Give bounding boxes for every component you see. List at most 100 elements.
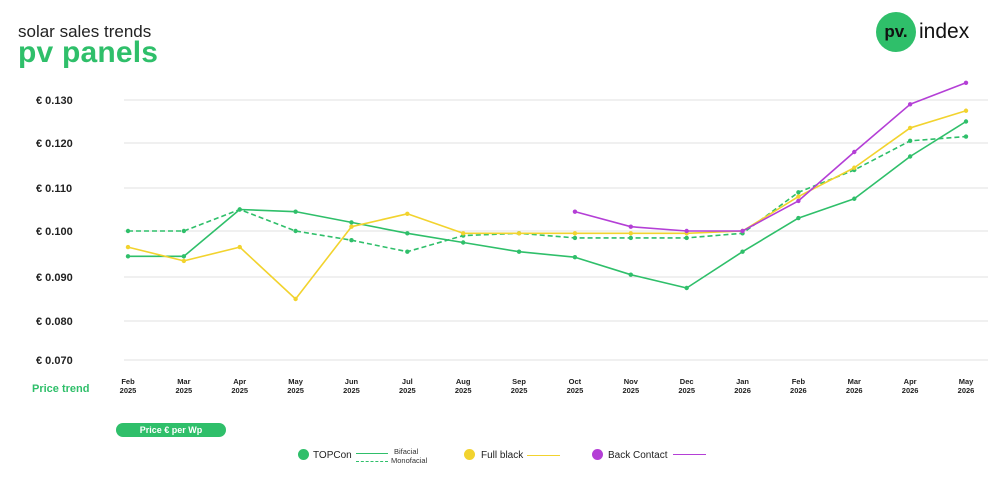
data-point-monofacial xyxy=(628,235,633,241)
legend-full-black-line xyxy=(527,455,560,456)
x-tick-year: 2025 xyxy=(511,386,528,395)
y-axis-labels: € 0.130 € 0.120 € 0.110 € 0.100 € 0.090 € 0.0… xyxy=(36,95,73,367)
x-tick-month: May xyxy=(959,377,974,386)
legend-back-contact-dot xyxy=(592,449,603,460)
x-tick-year: 2025 xyxy=(622,386,639,395)
price-trend-label: Price trend xyxy=(32,383,90,395)
legend-monofacial-line xyxy=(356,461,388,462)
series-line-bifacial xyxy=(128,120,967,289)
y-tick-label: € 0.110 xyxy=(36,183,72,195)
x-tick-month: Apr xyxy=(904,377,917,386)
x-tick-year: 2026 xyxy=(734,386,751,395)
data-point-back-contact xyxy=(796,198,801,204)
price-unit-badge: Price € per Wp xyxy=(116,423,226,437)
x-tick-year: 2025 xyxy=(678,386,695,395)
x-tick-month: Feb xyxy=(792,377,806,386)
data-point-monofacial xyxy=(684,235,689,241)
chart-title: pv panels xyxy=(18,36,159,69)
x-tick-year: 2026 xyxy=(958,386,975,395)
x-tick-month: Nov xyxy=(624,377,639,386)
data-point-full-black xyxy=(349,224,354,229)
data-point-full-black xyxy=(237,244,242,250)
data-point-bifacial xyxy=(740,249,745,254)
data-point-back-contact xyxy=(907,102,913,107)
data-point-bifacial xyxy=(572,255,578,260)
x-tick-month: Feb xyxy=(121,377,135,386)
data-point-full-black xyxy=(461,231,466,236)
grid-lines xyxy=(124,99,988,361)
x-tick-month: Mar xyxy=(848,377,861,386)
data-point-back-contact xyxy=(628,224,633,229)
legend-back-contact-line xyxy=(673,454,706,455)
data-point-full-black xyxy=(405,211,410,216)
series-line-full-black xyxy=(127,109,967,300)
x-tick-month: Dec xyxy=(680,377,694,386)
legend-full-black-dot xyxy=(464,449,475,460)
x-tick-month: Sep xyxy=(512,377,526,386)
data-point-bifacial xyxy=(125,254,131,259)
chart-subtitle: solar sales trends xyxy=(18,22,152,41)
data-point-full-black xyxy=(293,296,298,302)
data-point-monofacial xyxy=(181,228,187,234)
data-point-full-black xyxy=(572,231,578,236)
data-point-bifacial xyxy=(684,285,689,291)
logo-word: index xyxy=(919,20,970,43)
data-point-full-black xyxy=(796,194,801,199)
data-point-monofacial xyxy=(572,235,578,241)
data-point-full-black xyxy=(181,258,187,264)
x-tick-year: 2026 xyxy=(846,386,863,395)
data-point-back-contact xyxy=(852,149,857,155)
x-tick-month: Apr xyxy=(233,377,246,386)
x-tick-year: 2025 xyxy=(399,386,416,395)
data-point-bifacial xyxy=(181,254,187,259)
data-point-bifacial xyxy=(907,154,913,159)
data-point-bifacial xyxy=(405,231,410,236)
x-tick-year: 2025 xyxy=(343,386,360,395)
y-tick-label: € 0.080 xyxy=(36,316,73,328)
data-point-back-contact xyxy=(740,228,745,234)
data-point-monofacial xyxy=(907,138,913,144)
x-tick-year: 2025 xyxy=(231,386,248,395)
legend-topcon-dot xyxy=(298,449,309,460)
y-tick-label: € 0.120 xyxy=(36,138,73,150)
y-tick-label: € 0.100 xyxy=(36,226,73,238)
data-point-back-contact xyxy=(963,80,969,86)
data-point-bifacial xyxy=(461,240,466,245)
series-lines xyxy=(125,80,969,302)
data-point-monofacial xyxy=(963,134,969,139)
data-point-full-black xyxy=(963,108,969,113)
data-point-monofacial xyxy=(796,190,801,195)
x-tick-year: 2025 xyxy=(287,386,304,395)
x-tick-month: Jul xyxy=(402,377,413,386)
series-line-monofacial xyxy=(128,135,967,253)
data-point-bifacial xyxy=(628,272,633,277)
data-point-monofacial xyxy=(237,207,242,212)
legend-bifacial-line xyxy=(356,453,388,454)
series-line-back-contact xyxy=(574,82,967,232)
x-tick-month: Mar xyxy=(177,377,190,386)
x-tick-month: May xyxy=(288,377,303,386)
x-tick-month: Aug xyxy=(456,377,471,386)
legend-topcon-label: TOPCon xyxy=(313,450,352,461)
data-point-full-black xyxy=(852,165,857,170)
x-tick-year: 2025 xyxy=(120,386,137,395)
x-axis-labels: Feb2025Mar2025Apr2025May2025Jun2025Jul20… xyxy=(120,377,975,395)
data-point-monofacial xyxy=(125,228,131,234)
data-point-bifacial xyxy=(852,196,857,201)
data-point-full-black xyxy=(907,125,913,131)
data-point-full-black xyxy=(516,231,522,236)
data-point-bifacial xyxy=(349,220,354,225)
legend-bifacial-label: Bifacial xyxy=(394,447,419,456)
x-tick-year: 2025 xyxy=(455,386,472,395)
x-tick-year: 2025 xyxy=(176,386,193,395)
data-point-bifacial xyxy=(963,119,969,124)
x-tick-month: Jun xyxy=(345,377,359,386)
data-point-monofacial xyxy=(293,228,298,234)
x-tick-month: Jan xyxy=(736,377,749,386)
x-tick-year: 2025 xyxy=(567,386,584,395)
x-tick-year: 2026 xyxy=(902,386,919,395)
legend-full-black-label: Full black xyxy=(481,450,524,461)
data-point-bifacial xyxy=(516,249,522,254)
x-tick-year: 2026 xyxy=(790,386,807,395)
